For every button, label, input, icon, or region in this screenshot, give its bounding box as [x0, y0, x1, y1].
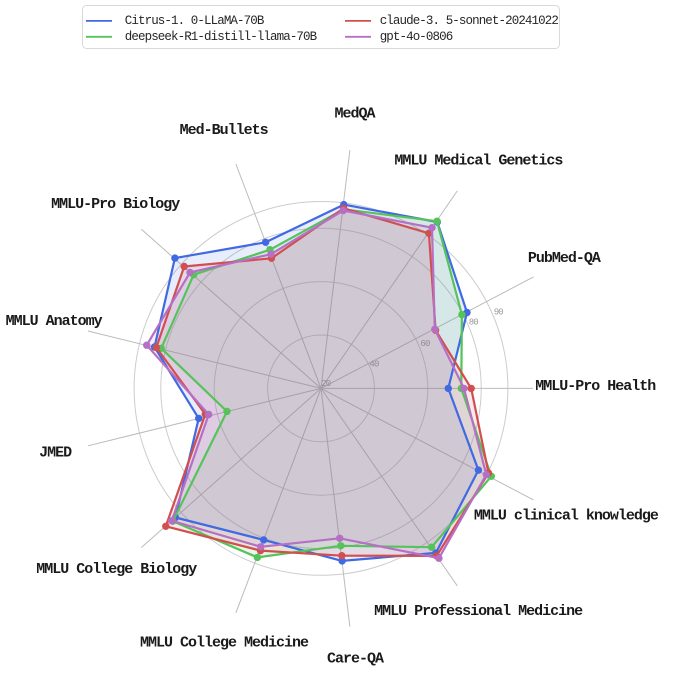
svg-text:MMLU Medical Genetics: MMLU Medical Genetics: [394, 153, 563, 170]
svg-text:MMLU-Pro Health: MMLU-Pro Health: [535, 378, 656, 395]
svg-text:Citrus-1. 0-LLaMA-70B: Citrus-1. 0-LLaMA-70B: [125, 14, 265, 28]
svg-text:Care-QA: Care-QA: [327, 651, 384, 668]
svg-text:gpt-4o-0806: gpt-4o-0806: [380, 30, 453, 44]
svg-text:MMLU College Medicine: MMLU College Medicine: [140, 635, 309, 652]
svg-text:MMLU Professional Medicine: MMLU Professional Medicine: [374, 603, 583, 620]
svg-text:PubMed-QA: PubMed-QA: [528, 250, 601, 267]
svg-text:JMED: JMED: [39, 445, 72, 462]
svg-text:MMLU-Pro Biology: MMLU-Pro Biology: [51, 196, 180, 213]
svg-text:40: 40: [369, 360, 379, 370]
svg-text:80: 80: [469, 318, 479, 328]
svg-text:Med-Bullets: Med-Bullets: [180, 122, 269, 139]
svg-text:MedQA: MedQA: [334, 105, 375, 122]
svg-text:claude-3. 5-sonnet-20241022: claude-3. 5-sonnet-20241022: [380, 14, 559, 28]
svg-text:90: 90: [494, 307, 504, 317]
svg-text:MMLU Anatomy: MMLU Anatomy: [6, 313, 103, 330]
svg-text:MMLU clinical knowledge: MMLU clinical knowledge: [474, 507, 659, 524]
svg-text:60: 60: [420, 339, 430, 349]
svg-text:MMLU College Biology: MMLU College Biology: [36, 561, 197, 578]
svg-text:deepseek-R1-distill-llama-70B: deepseek-R1-distill-llama-70B: [125, 30, 318, 44]
svg-text:20: 20: [321, 379, 331, 389]
